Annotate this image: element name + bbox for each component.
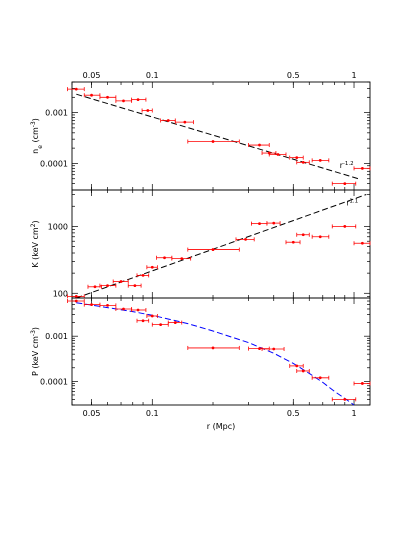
slope-annotation-base: r [340,161,344,170]
data-point [180,257,184,260]
data-point [211,248,215,251]
y-tick-label: 0.001 [45,332,68,341]
slope-annotation: r1.1 [346,199,358,208]
data-point [74,294,78,298]
data-point [106,95,109,99]
data-point [93,285,97,289]
y-axis-label-part: 2 [30,223,37,227]
data-point [136,98,140,102]
data-point [211,346,215,350]
data-point [276,153,280,156]
y-tick-label: 100 [53,289,68,298]
data-point [343,182,347,186]
slope-annotation: r-1.2 [340,161,354,170]
data-point [258,347,261,351]
data-point [141,274,145,277]
y-axis-label-part: n [31,149,40,154]
data-point [133,284,137,288]
entropy-panel: 1000 100 K (keV cm2) r1.1 [30,189,371,299]
data-point [258,222,261,226]
y-axis-label-part: -3 [30,121,37,127]
data-point [146,109,150,112]
data-point [360,241,364,245]
data-point [258,143,261,147]
data-point [150,265,154,269]
data-point [183,120,187,124]
data-point [90,303,93,307]
data-point [360,166,364,170]
data-point [119,280,123,283]
data-point [318,376,322,380]
top-x-tick-label: 1 [351,71,356,80]
x-tick-label: 0.05 [83,409,101,418]
slope-annotation-exponent: 1.1 [349,199,358,205]
data-point [318,158,322,162]
y-axis-label-part: (cm [31,127,40,143]
data-point [360,382,364,385]
top-x-tick-label: 0.5 [287,71,300,80]
plot-frame [71,297,371,406]
data-point [163,256,166,260]
data-point [106,284,109,288]
fit-curve [76,194,367,299]
y-tick-label: 0.0001 [40,159,68,168]
y-axis-label-part: K (keV cm [31,227,40,268]
data-point [295,364,299,368]
y-axis-label: P (keV cm-3) [30,327,41,376]
top-x-tick-label: 0.1 [146,71,159,80]
data-point [318,235,322,239]
y-axis-label-part: ) [31,220,40,223]
y-tick-label: 1000 [48,222,68,231]
density-panel: 0.001 0.0001 0.05 0.1 0.5 1 ne (cm-3) r-1.2 [30,71,371,191]
y-axis-label-part: -3 [30,330,37,336]
data-point [122,99,125,103]
x-axis-label: r (Mpc) [207,422,235,431]
y-axis-label-part: P (keV cm [31,336,40,376]
x-tick-label: 1 [351,409,356,418]
data-point [211,140,215,143]
y-tick-label: 0.0001 [40,377,68,386]
y-axis-label: ne (cm-3) [30,118,44,154]
data-point [136,308,140,312]
data-point [159,323,163,327]
data-point [301,160,305,164]
data-point [272,347,276,351]
slope-annotation-exponent: -1.2 [343,161,354,167]
data-point [291,240,295,244]
top-x-tick-label: 0.05 [83,71,101,80]
y-tick-label: 0.001 [45,109,68,118]
slope-annotation-base: r [346,199,350,208]
data-point [122,307,125,311]
data-point [272,221,276,225]
y-axis-label-part: ) [31,118,40,121]
y-axis-label-part: e [37,145,44,149]
plot-frame [71,81,371,191]
data-point [301,233,305,237]
data-point [244,237,247,241]
y-axis-label-part: ) [31,327,40,330]
data-point [141,319,145,323]
data-point [173,321,177,324]
data-point [150,314,154,318]
data-point [295,156,299,160]
y-axis-label: K (keV cm2) [30,220,41,267]
data-point [301,369,305,373]
data-point [74,299,78,303]
data-point [90,93,93,97]
data-point [166,119,170,122]
data-point [343,397,347,401]
fit-curve [76,93,359,180]
data-point [74,87,78,91]
data-point [343,224,347,228]
x-tick-label: 0.5 [287,409,300,418]
fit-curve [76,302,355,406]
data-point [106,304,109,307]
x-tick-label: 0.1 [146,409,159,418]
pressure-panel: 0.001 0.0001 0.05 0.1 0.5 1 r (Mpc) P (keV cm-3… [30,297,371,431]
